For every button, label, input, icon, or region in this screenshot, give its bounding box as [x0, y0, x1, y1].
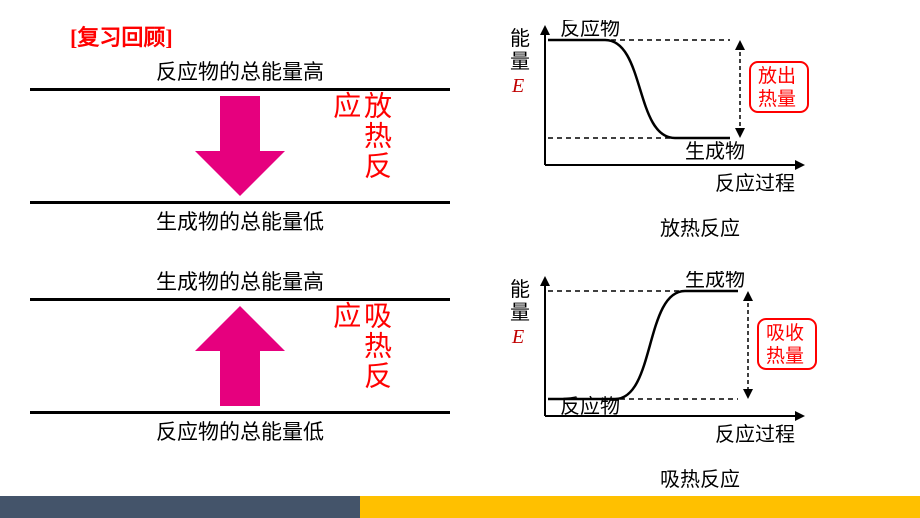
- y-sym: E: [511, 75, 524, 97]
- y-label1b: 能: [510, 278, 530, 301]
- endo-chart-wrap: 能 量 E 生成物 反应物 反应过程 吸收 热量: [490, 271, 910, 492]
- endo-bottom-label: 反应物的总能量低: [30, 416, 450, 446]
- endo-x-label: 反应过程: [715, 423, 795, 446]
- endo-bottom-line: [30, 411, 450, 414]
- review-title: [复习回顾]: [70, 20, 450, 52]
- exo-chart-wrap: 能 量 E 反应物 生成物 反应过程: [490, 20, 910, 241]
- exo-box1: 放出: [758, 65, 796, 87]
- endo-top-label: 生成物的总能量高: [30, 266, 450, 296]
- y-label2b: 量: [510, 302, 530, 324]
- right-panel: 能 量 E 反应物 生成物 反应过程: [480, 0, 920, 518]
- endo-reactant-label: 反应物: [560, 395, 620, 418]
- exo-block: 反应物的总能量高 放热反应 生成物的总能量低: [30, 56, 450, 236]
- exo-arrow: [185, 91, 295, 201]
- endo-arrow-section: 吸热反应: [30, 301, 450, 411]
- endo-box2: 热量: [766, 345, 804, 367]
- left-panel: [复习回顾] 反应物的总能量高 放热反应 生成物的总能量低 生成物的总能量高: [0, 0, 480, 518]
- exo-chart: 能 量 E 反应物 生成物 反应过程: [490, 20, 830, 220]
- exo-box2: 热量: [758, 88, 796, 110]
- y-label1: 能: [510, 27, 530, 50]
- exo-arrow-label: 放热反应: [328, 91, 390, 201]
- exo-top-label: 反应物的总能量高: [30, 56, 450, 86]
- footer-accent: [0, 496, 360, 518]
- exo-bottom-line: [30, 201, 450, 204]
- exo-product-label: 生成物: [685, 140, 745, 163]
- y-symb: E: [511, 326, 524, 348]
- y-label2: 量: [510, 51, 530, 73]
- endo-box1: 吸收: [766, 322, 804, 344]
- exo-reactant-label: 反应物: [560, 20, 620, 40]
- exo-bottom-label: 生成物的总能量低: [30, 206, 450, 236]
- exo-x-label: 反应过程: [715, 172, 795, 195]
- endo-block: 生成物的总能量高 吸热反应 反应物的总能量低: [30, 266, 450, 446]
- endo-arrow: [185, 301, 295, 411]
- endo-arrow-label: 吸热反应: [328, 301, 390, 411]
- exo-arrow-section: 放热反应: [30, 91, 450, 201]
- endo-product-label: 生成物: [685, 271, 745, 291]
- endo-chart: 能 量 E 生成物 反应物 反应过程 吸收 热量: [490, 271, 830, 471]
